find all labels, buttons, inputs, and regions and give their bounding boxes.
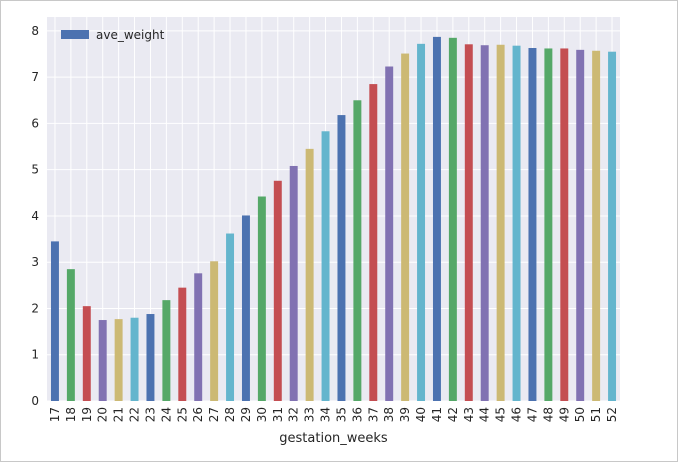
legend-swatch bbox=[61, 30, 89, 39]
x-tick-label: 45 bbox=[494, 407, 508, 422]
x-tick-label: 24 bbox=[159, 407, 173, 422]
bar-18 bbox=[66, 269, 75, 401]
x-tick-label: 34 bbox=[319, 407, 333, 422]
y-tick-label: 5 bbox=[31, 163, 39, 177]
bar-25 bbox=[178, 287, 187, 401]
bar-20 bbox=[98, 320, 107, 401]
bar-46 bbox=[512, 45, 521, 402]
bar-40 bbox=[417, 43, 426, 401]
x-tick-label: 25 bbox=[175, 407, 189, 422]
x-tick-label: 17 bbox=[48, 407, 62, 422]
bar-36 bbox=[353, 100, 362, 402]
x-tick-label: 43 bbox=[462, 407, 476, 422]
y-tick-label: 7 bbox=[31, 70, 39, 84]
x-tick-label: 29 bbox=[239, 407, 253, 422]
x-tick-label: 18 bbox=[64, 407, 78, 422]
x-axis-label: gestation_weeks bbox=[279, 431, 388, 446]
bar-42 bbox=[448, 37, 457, 402]
x-tick-label: 47 bbox=[525, 407, 539, 422]
x-tick-label: 32 bbox=[287, 407, 301, 422]
bar-47 bbox=[528, 47, 537, 401]
x-tick-label: 21 bbox=[112, 407, 126, 422]
x-tick-label: 23 bbox=[143, 407, 157, 422]
bar-22 bbox=[130, 317, 139, 401]
bar-19 bbox=[82, 306, 91, 401]
bar-24 bbox=[162, 300, 171, 401]
y-tick-label: 4 bbox=[31, 209, 39, 223]
x-tick-label: 37 bbox=[366, 407, 380, 422]
x-tick-label: 42 bbox=[446, 407, 460, 422]
bar-32 bbox=[289, 165, 298, 401]
bar-38 bbox=[385, 66, 394, 402]
x-tick-label: 39 bbox=[398, 407, 412, 422]
x-tick-label: 52 bbox=[605, 407, 619, 422]
bar-52 bbox=[608, 51, 617, 402]
x-tick-label: 50 bbox=[573, 407, 587, 422]
bar-30 bbox=[257, 196, 266, 401]
x-tick-label: 27 bbox=[207, 407, 221, 422]
x-tick-label: 28 bbox=[223, 407, 237, 422]
y-tick-label: 8 bbox=[31, 24, 39, 38]
x-tick-label: 44 bbox=[478, 407, 492, 422]
x-tick-label: 33 bbox=[303, 407, 317, 422]
y-tick-label: 2 bbox=[31, 301, 39, 315]
y-axis-ticks: 0 1 2 3 4 5 6 7 8 bbox=[31, 24, 39, 408]
bar-41 bbox=[432, 36, 441, 401]
bar-21 bbox=[114, 319, 123, 401]
x-tick-label: 51 bbox=[589, 407, 603, 422]
bar-35 bbox=[337, 115, 346, 402]
bar-39 bbox=[401, 53, 410, 401]
x-tick-label: 46 bbox=[510, 407, 524, 422]
x-axis-ticks: 17 18 19 20 21 22 23 24 25 26 27 28 29 30 31 32 33 34 35 36… bbox=[48, 407, 619, 422]
legend: ave_weight bbox=[61, 28, 165, 42]
x-tick-label: 36 bbox=[350, 407, 364, 422]
x-tick-label: 19 bbox=[80, 407, 94, 422]
x-tick-label: 20 bbox=[96, 407, 110, 422]
bar-17 bbox=[50, 241, 59, 401]
bar-26 bbox=[194, 273, 203, 401]
bar-34 bbox=[321, 131, 330, 401]
x-tick-label: 40 bbox=[414, 407, 428, 422]
y-tick-label: 1 bbox=[31, 348, 39, 362]
bar-51 bbox=[592, 50, 601, 401]
x-tick-label: 22 bbox=[128, 407, 142, 422]
y-tick-label: 3 bbox=[31, 255, 39, 269]
y-tick-label: 0 bbox=[31, 394, 39, 408]
x-tick-label: 35 bbox=[334, 407, 348, 422]
x-tick-label: 30 bbox=[255, 407, 269, 422]
bars-group bbox=[50, 36, 617, 402]
x-tick-label: 31 bbox=[271, 407, 285, 422]
x-tick-label: 49 bbox=[557, 407, 571, 422]
x-tick-label: 38 bbox=[382, 407, 396, 422]
bar-27 bbox=[210, 261, 219, 401]
x-tick-label: 26 bbox=[191, 407, 205, 422]
bar-44 bbox=[480, 45, 489, 402]
bar-23 bbox=[146, 314, 155, 401]
legend-label: ave_weight bbox=[96, 28, 165, 42]
plot-area bbox=[47, 17, 620, 401]
bar-37 bbox=[369, 84, 378, 401]
bar-45 bbox=[496, 44, 505, 402]
x-tick-label: 41 bbox=[430, 407, 444, 422]
bar-33 bbox=[305, 148, 314, 401]
bar-29 bbox=[241, 215, 250, 401]
bar-49 bbox=[560, 48, 569, 402]
bar-50 bbox=[576, 49, 585, 401]
bar-43 bbox=[464, 44, 473, 401]
y-tick-label: 6 bbox=[31, 116, 39, 130]
bar-28 bbox=[226, 233, 235, 401]
bar-31 bbox=[273, 180, 282, 401]
bar-48 bbox=[544, 48, 553, 402]
x-tick-label: 48 bbox=[541, 407, 555, 422]
